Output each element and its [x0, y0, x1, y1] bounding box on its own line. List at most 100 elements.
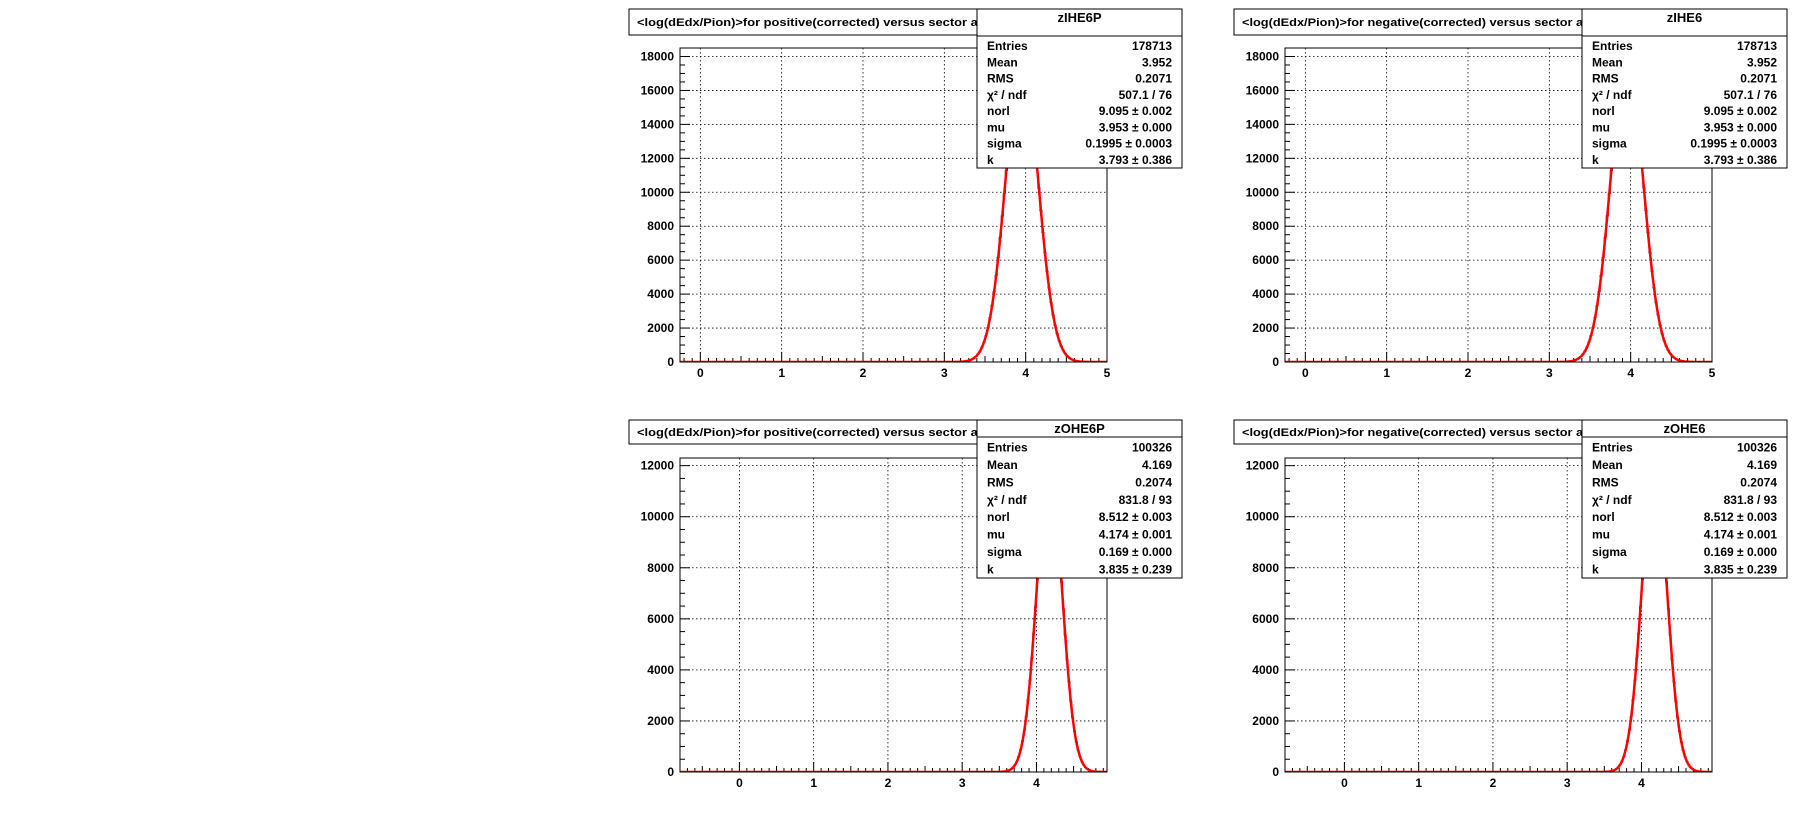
- stats-value: 831.8 / 93: [1724, 493, 1778, 507]
- y-tick-label: 12000: [641, 151, 675, 165]
- x-tick-label: 0: [1341, 776, 1348, 790]
- x-tick-label: 1: [810, 776, 817, 790]
- title-box: [1233, 419, 1634, 445]
- stats-value: 100326: [1132, 441, 1172, 455]
- stats-label: χ² / ndf: [987, 493, 1028, 507]
- stats-label: Entries: [1592, 441, 1633, 455]
- plot-frame: [679, 47, 1108, 363]
- x-tick-label: 3: [1564, 776, 1571, 790]
- y-tick-label: 0: [1272, 355, 1279, 369]
- y-tick-label: 14000: [641, 117, 675, 131]
- stats-label: norl: [987, 104, 1010, 118]
- x-tick-label: 3: [959, 776, 966, 790]
- plot-frame: [1284, 47, 1713, 363]
- stats-label: RMS: [987, 475, 1014, 489]
- y-tick-label: 2000: [1252, 321, 1279, 335]
- stats-label: k: [1592, 153, 1599, 167]
- stats-value: 0.2071: [1135, 72, 1172, 86]
- x-tick-label: 3: [1546, 366, 1553, 380]
- y-tick-label: 0: [667, 355, 674, 369]
- x-tick-label: 0: [1302, 366, 1309, 380]
- y-tick-label: 12000: [641, 459, 675, 473]
- stats-value: 8.512 ± 0.003: [1099, 510, 1173, 524]
- y-tick-label: 12000: [1246, 459, 1280, 473]
- fit-curve: [680, 466, 1107, 772]
- x-tick-label: 2: [860, 366, 867, 380]
- plot-frame: [679, 457, 1108, 773]
- stats-label: k: [987, 562, 994, 576]
- plot-panel-1: 0 1 2 3 4 5 0 2000 4000 6000 8000 10000 12000 14000 16…: [628, 8, 1183, 380]
- x-tick-label: 1: [1383, 366, 1390, 380]
- stats-value: 507.1 / 76: [1724, 88, 1778, 102]
- y-tick-label: 8000: [647, 219, 674, 233]
- y-tick-label: 8000: [647, 561, 674, 575]
- stats-value: 3.793 ± 0.386: [1099, 153, 1173, 167]
- plot-panel-2: 0 1 2 3 4 5 0 2000 4000 6000 8000 10000 12000 14000 16…: [1233, 8, 1788, 380]
- y-tick-label: 4000: [1252, 287, 1279, 301]
- y-tick-label: 10000: [1246, 510, 1280, 524]
- stats-value: 3.952: [1142, 55, 1172, 69]
- x-tick-label: 1: [1415, 776, 1422, 790]
- stats-label: χ² / ndf: [1592, 493, 1633, 507]
- y-tick-label: 12000: [1246, 151, 1280, 165]
- y-tick-label: 6000: [1252, 253, 1279, 267]
- stats-value: 0.169 ± 0.000: [1099, 545, 1173, 559]
- stats-label: χ² / ndf: [987, 88, 1028, 102]
- chart-title: <log(dEdx/Pion)>for negative(corrected) …: [1242, 427, 1625, 439]
- y-tick-label: 10000: [641, 185, 675, 199]
- x-tick-label: 1: [778, 366, 785, 380]
- x-tick-label: 2: [885, 776, 892, 790]
- title-box: [1233, 8, 1634, 36]
- plot-panel-3: 0 1 2 3 4 0 2000 4000 6000 8000 10000 12000 <log(dEd…: [628, 419, 1183, 790]
- stats-label: mu: [1592, 528, 1610, 542]
- y-tick-label: 8000: [1252, 219, 1279, 233]
- x-tick-label: 4: [1638, 776, 1645, 790]
- stats-label: sigma: [1592, 137, 1627, 151]
- y-tick-label: 18000: [1246, 49, 1280, 63]
- x-tick-label: 2: [1465, 366, 1472, 380]
- y-tick-label: 0: [1272, 765, 1279, 779]
- y-tick-label: 16000: [641, 83, 675, 97]
- stats-value: 9.095 ± 0.002: [1099, 104, 1173, 118]
- stats-value: 507.1 / 76: [1119, 88, 1173, 102]
- stats-label: RMS: [1592, 72, 1619, 86]
- stats-label: sigma: [1592, 545, 1627, 559]
- stats-label: norl: [987, 510, 1010, 524]
- y-tick-label: 16000: [1246, 83, 1280, 97]
- y-tick-label: 6000: [647, 612, 674, 626]
- stats-value: 4.174 ± 0.001: [1704, 528, 1778, 542]
- stats-value: 4.174 ± 0.001: [1099, 528, 1173, 542]
- stats-label: χ² / ndf: [1592, 88, 1633, 102]
- y-tick-label: 0: [667, 765, 674, 779]
- y-tick-label: 2000: [1252, 714, 1279, 728]
- stats-label: Mean: [987, 55, 1018, 69]
- stats-value: 0.169 ± 0.000: [1704, 545, 1778, 559]
- stats-value: 831.8 / 93: [1119, 493, 1173, 507]
- x-tick-label: 3: [941, 366, 948, 380]
- stats-value: 4.169: [1142, 458, 1172, 472]
- x-tick-label: 5: [1104, 366, 1111, 380]
- stats-label: Mean: [1592, 458, 1623, 472]
- stats-title: zIHE6: [1667, 10, 1702, 25]
- stats-label: sigma: [987, 137, 1022, 151]
- y-tick-label: 10000: [641, 510, 675, 524]
- stats-label: norl: [1592, 510, 1615, 524]
- y-tick-label: 14000: [1246, 117, 1280, 131]
- title-box: [628, 419, 1029, 445]
- x-tick-label: 5: [1709, 366, 1716, 380]
- stats-value: 8.512 ± 0.003: [1704, 510, 1778, 524]
- x-tick-label: 2: [1490, 776, 1497, 790]
- y-tick-label: 18000: [641, 49, 675, 63]
- y-tick-label: 4000: [647, 663, 674, 677]
- y-tick-label: 4000: [647, 287, 674, 301]
- stats-value: 0.2074: [1135, 475, 1172, 489]
- stats-value: 0.1995 ± 0.0003: [1690, 137, 1777, 151]
- stats-value: 0.2071: [1740, 72, 1777, 86]
- chart-title: <log(dEdx/Pion)>for positive(corrected) …: [637, 427, 1021, 439]
- y-tick-label: 6000: [647, 253, 674, 267]
- stats-label: sigma: [987, 545, 1022, 559]
- fit-curve: [1285, 466, 1712, 772]
- y-tick-label: 2000: [647, 714, 674, 728]
- x-tick-label: 4: [1033, 776, 1040, 790]
